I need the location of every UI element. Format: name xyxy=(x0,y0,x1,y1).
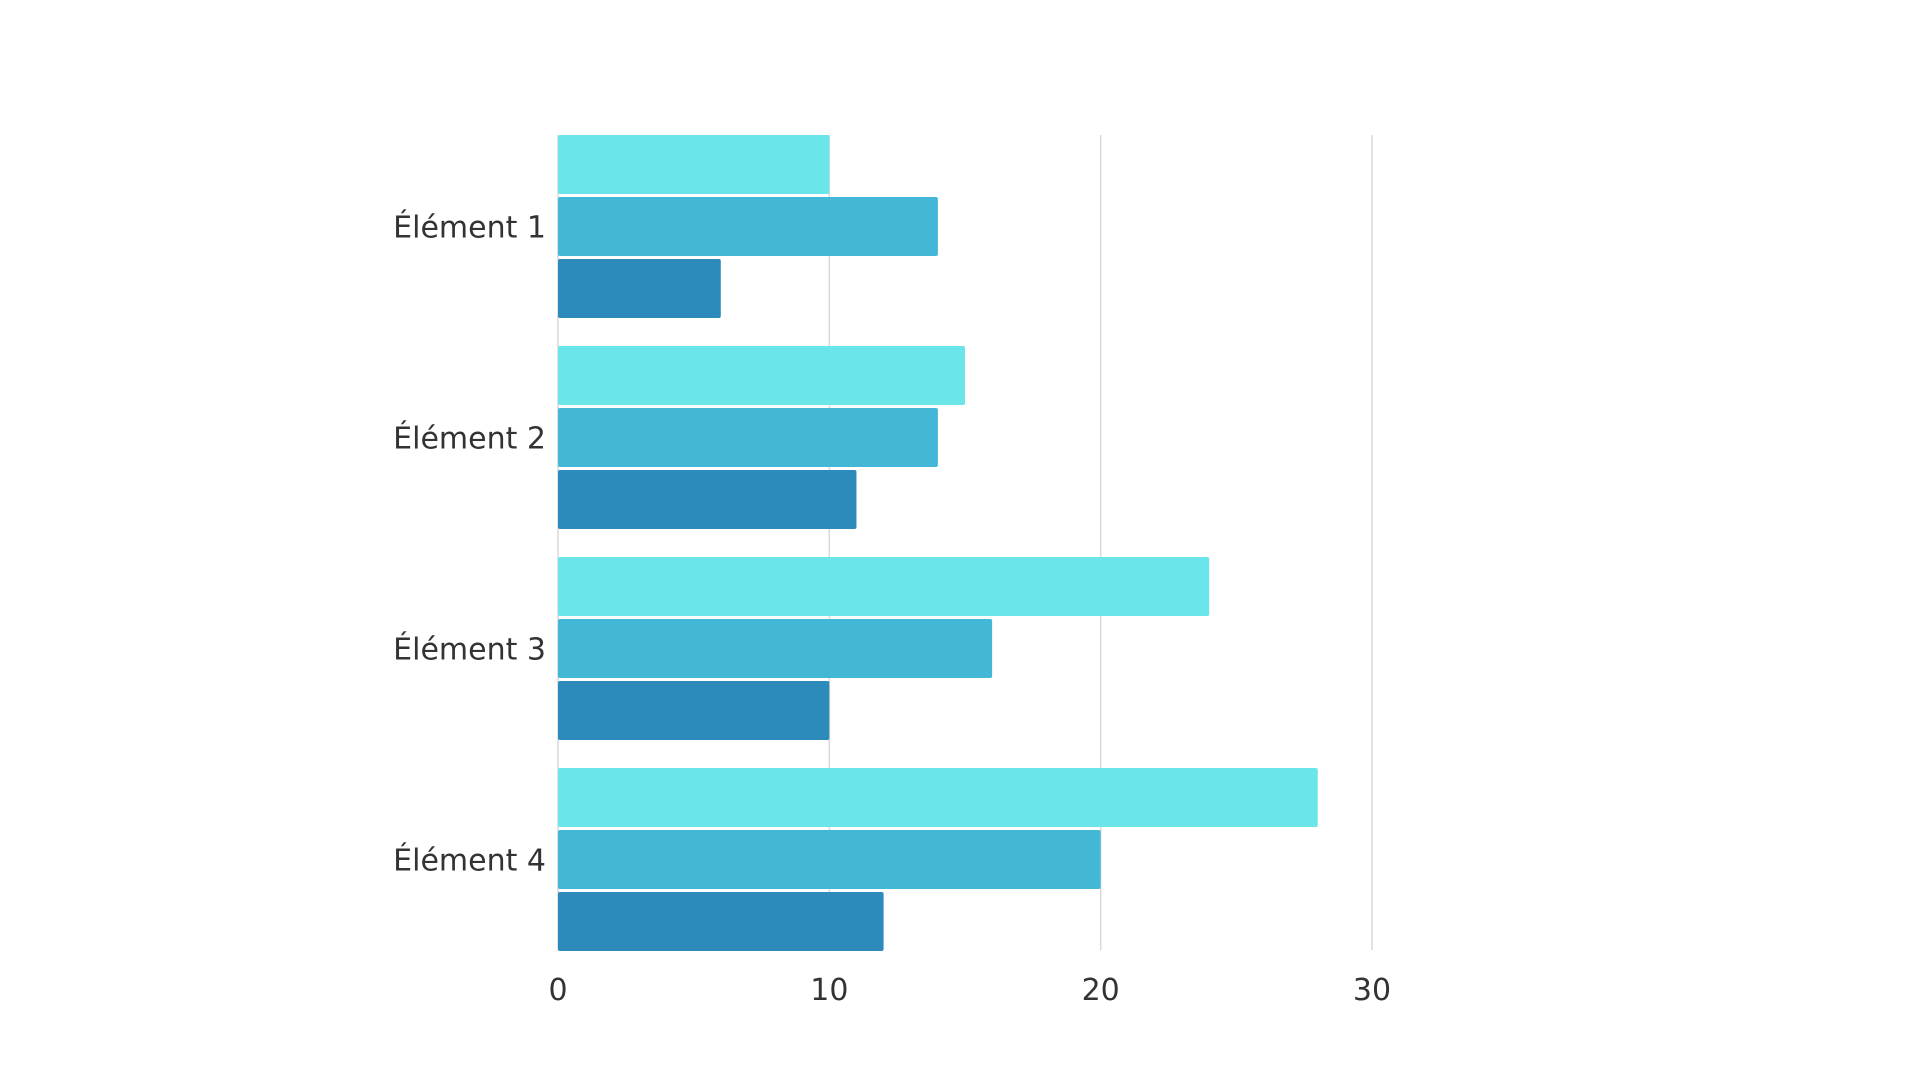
bar-2-series-3 xyxy=(558,470,857,529)
bar-2-series-2 xyxy=(558,408,938,467)
x-tick-labels: 0 10 20 30 xyxy=(548,973,1391,1008)
bar-4-series-3 xyxy=(558,892,884,951)
category-label: Élément 1 xyxy=(393,210,546,246)
bar-3-series-3 xyxy=(558,681,830,740)
bar-1-series-1 xyxy=(558,135,830,194)
x-tick-label: 30 xyxy=(1353,973,1391,1008)
bar-4-series-2 xyxy=(558,830,1101,889)
bars-layer xyxy=(558,135,1318,951)
x-tick-label: 20 xyxy=(1082,973,1120,1008)
category-labels: Élément 1 Élément 2 Élément 3 Élément 4 xyxy=(393,210,546,879)
grid-layer xyxy=(557,135,1373,950)
bar-3-series-1 xyxy=(558,557,1210,616)
bar-4-series-1 xyxy=(558,768,1318,827)
category-label: Élément 3 xyxy=(393,632,546,668)
x-tick-label: 10 xyxy=(810,973,848,1008)
bar-2-series-1 xyxy=(558,346,965,405)
category-label: Élément 4 xyxy=(393,843,546,879)
bar-1-series-3 xyxy=(558,259,721,318)
x-tick-label: 0 xyxy=(548,973,567,1008)
bar-3-series-2 xyxy=(558,619,993,678)
bar-1-series-2 xyxy=(558,197,938,256)
category-label: Élément 2 xyxy=(393,421,546,457)
